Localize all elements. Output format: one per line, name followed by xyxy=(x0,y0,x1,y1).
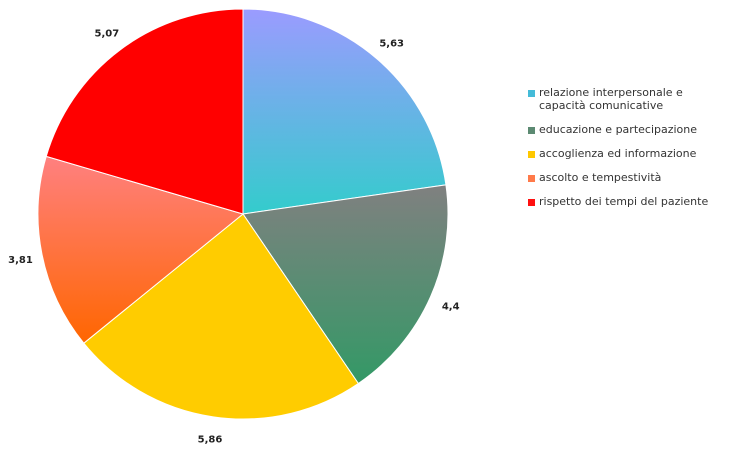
legend-item: educazione e partecipazione xyxy=(528,123,728,136)
pie-slice xyxy=(83,213,360,420)
pie-slice xyxy=(37,155,245,344)
legend-item: rispetto dei tempi del paziente xyxy=(528,195,728,208)
legend-label: educazione e partecipazione xyxy=(539,123,698,136)
pie-slice xyxy=(242,8,447,215)
data-label: 4,4 xyxy=(442,302,460,313)
pie-slice xyxy=(45,8,244,215)
legend-swatch xyxy=(528,90,535,97)
legend-label: ascolto e tempestività xyxy=(539,171,662,184)
legend-swatch xyxy=(528,151,535,158)
legend-item: relazione interpersonale e capacità comu… xyxy=(528,86,728,112)
legend-label: accoglienza ed informazione xyxy=(539,147,697,160)
data-label: 5,86 xyxy=(198,435,223,444)
legend-label: rispetto dei tempi del paziente xyxy=(539,195,709,208)
legend: relazione interpersonale e capacità comu… xyxy=(528,86,728,219)
legend-item: ascolto e tempestività xyxy=(528,171,728,184)
data-label: 3,81 xyxy=(8,255,33,266)
legend-swatch xyxy=(528,127,535,134)
data-label: 5,63 xyxy=(379,39,404,50)
data-label: 5,07 xyxy=(95,28,120,39)
data-labels: 5,63 4,4 5,86 3,81 5,07 xyxy=(8,28,460,445)
legend-item: accoglienza ed informazione xyxy=(528,147,728,160)
legend-swatch xyxy=(528,175,535,182)
legend-swatch xyxy=(528,199,535,206)
pie-slice xyxy=(242,184,449,385)
legend-label: relazione interpersonale e capacità comu… xyxy=(539,86,683,112)
slices xyxy=(37,8,449,420)
